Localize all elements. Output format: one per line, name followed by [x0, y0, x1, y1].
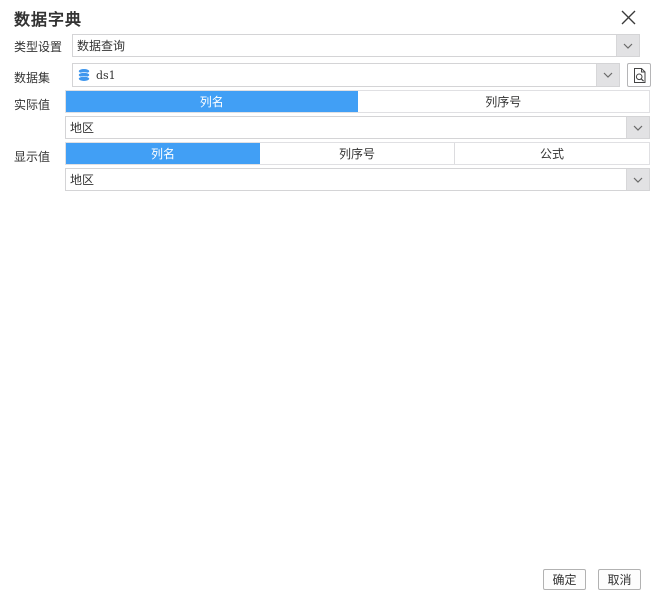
dialog-title: 数据字典 [14, 12, 83, 29]
preview-dataset-button[interactable] [627, 63, 651, 87]
database-icon [77, 68, 91, 82]
actual-value-column: 地区 [70, 121, 95, 135]
display-value-column-select[interactable]: 地区 [65, 168, 650, 191]
actual-value-column-select[interactable]: 地区 [65, 116, 650, 139]
chevron-down-icon[interactable] [626, 169, 649, 190]
actual-value-label: 实际值 [14, 98, 51, 112]
close-icon[interactable] [615, 4, 641, 30]
display-value-column: 地区 [70, 173, 95, 187]
chevron-down-icon[interactable] [626, 117, 649, 138]
file-search-icon [632, 67, 647, 84]
actual-value-toggle: 列名 列序号 [65, 90, 650, 113]
display-value-label: 显示值 [14, 150, 51, 164]
cancel-button[interactable]: 取消 [598, 569, 641, 590]
display-value-option-column-index[interactable]: 列序号 [260, 143, 454, 164]
display-value-option-formula[interactable]: 公式 [454, 143, 649, 164]
dataset-value: ds1 [96, 68, 116, 82]
type-setting-label: 类型设置 [14, 40, 63, 54]
actual-value-option-column-name[interactable]: 列名 [66, 91, 358, 112]
display-value-toggle: 列名 列序号 公式 [65, 142, 650, 165]
display-value-option-column-name[interactable]: 列名 [66, 143, 260, 164]
dataset-select[interactable]: ds1 [72, 63, 620, 87]
actual-value-option-column-index[interactable]: 列序号 [357, 91, 649, 112]
chevron-down-icon[interactable] [616, 35, 639, 56]
chevron-down-icon[interactable] [596, 64, 619, 86]
dataset-label: 数据集 [14, 71, 51, 85]
type-setting-select[interactable]: 数据查询 [72, 34, 640, 57]
type-setting-value: 数据查询 [77, 39, 126, 53]
ok-button[interactable]: 确定 [543, 569, 586, 590]
